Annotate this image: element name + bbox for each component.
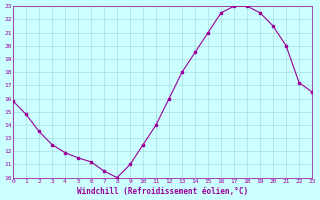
X-axis label: Windchill (Refroidissement éolien,°C): Windchill (Refroidissement éolien,°C) <box>77 187 248 196</box>
